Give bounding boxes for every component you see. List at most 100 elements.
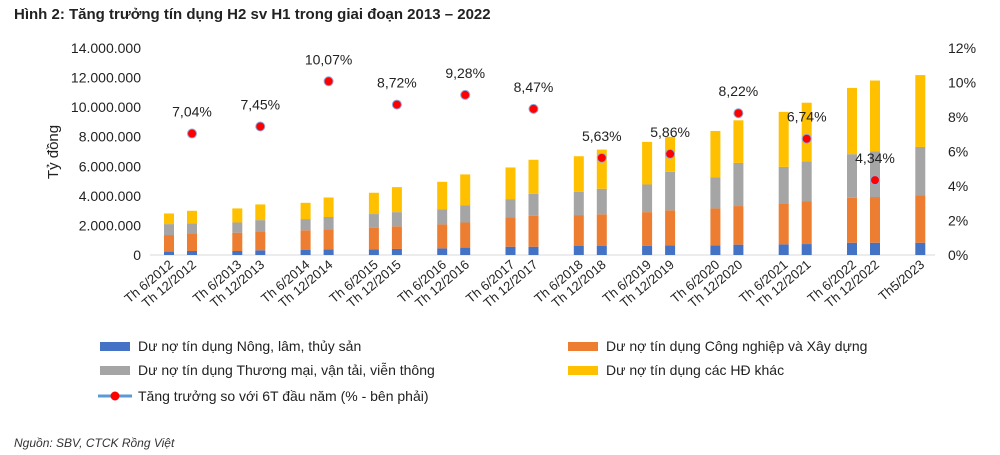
bar-segment-3 (187, 223, 197, 235)
bar-segment-1 (391, 248, 402, 255)
bar-segment-3 (164, 224, 174, 236)
bar-segment-1 (232, 251, 243, 255)
bar-segment-1 (187, 251, 197, 255)
y-tick-label: 10.000.000 (71, 99, 141, 115)
bar-segment-2 (528, 215, 539, 247)
y2-tick-label: 8% (948, 109, 968, 125)
bar-segment-4 (255, 204, 266, 221)
bar-segment-3 (642, 184, 653, 213)
growth-label: 8,47% (514, 79, 554, 95)
bar-segment-3 (733, 162, 744, 207)
bar-segment-2 (255, 231, 266, 251)
bar-segment-4 (368, 192, 379, 215)
bar-segment-3 (870, 151, 880, 198)
bar-segment-3 (573, 191, 584, 216)
bar-segment-4 (391, 187, 402, 213)
y-tick-label: 14.000.000 (71, 40, 141, 56)
growth-point (460, 89, 471, 100)
bar-segment-4 (164, 213, 174, 225)
bar-segment-1 (323, 249, 334, 255)
bar-segment-4 (596, 149, 607, 189)
bar-segment-1 (778, 244, 789, 255)
growth-label: 7,04% (172, 104, 212, 120)
bar-segment-4 (187, 210, 197, 224)
bar-segment-2 (596, 214, 607, 246)
bar-segment-3 (255, 220, 266, 232)
bar-segment-3 (847, 154, 857, 198)
bar-segment-4 (915, 75, 926, 147)
bar-segment-4 (870, 80, 880, 152)
bar-segment-2 (232, 232, 243, 252)
growth-point (801, 133, 812, 144)
y-tick-label: 8.000.000 (79, 129, 141, 145)
bar-segment-4 (573, 156, 584, 192)
bar-segment-4 (505, 167, 516, 200)
growth-point (323, 76, 334, 87)
bar-segment-3 (300, 219, 311, 231)
bar-segment-4 (733, 120, 744, 163)
bar-segment-1 (368, 249, 379, 255)
legend-swatch (568, 342, 598, 351)
growth-point (665, 148, 676, 159)
bar-segment-3 (323, 217, 334, 230)
bar-segment-3 (710, 177, 721, 209)
bar-segment-2 (801, 201, 812, 245)
y-tick-label: 6.000.000 (79, 158, 141, 174)
y2-tick-label: 4% (948, 178, 968, 194)
growth-label: 5,63% (582, 128, 622, 144)
legend-label: Dư nợ tín dụng Nông, lâm, thủy sản (138, 338, 361, 354)
bar-segment-3 (232, 222, 243, 233)
bar-segment-2 (870, 197, 880, 243)
bar-segment-1 (528, 246, 539, 255)
bar-segment-3 (528, 193, 539, 216)
bar-segment-2 (505, 217, 516, 247)
bar-segment-1 (460, 247, 471, 255)
bar-segment-2 (573, 215, 584, 246)
bar-segment-2 (187, 234, 197, 252)
growth-label: 6,74% (787, 109, 827, 125)
bar-segment-2 (733, 206, 744, 245)
bar-segment-1 (437, 248, 448, 255)
legend-label: Dư nợ tín dụng các HĐ khác (606, 362, 784, 378)
bar-segment-2 (642, 212, 653, 246)
bar-segment-2 (460, 222, 471, 248)
bar-segment-1 (642, 245, 653, 255)
bar-segment-2 (847, 197, 857, 243)
growth-point (187, 128, 197, 139)
bar-segment-2 (368, 227, 379, 250)
growth-label: 8,22% (719, 83, 759, 99)
bar-segment-2 (391, 226, 402, 249)
bar-segment-1 (915, 242, 926, 255)
bar-segment-4 (232, 208, 243, 223)
bar-segment-4 (528, 159, 539, 194)
growth-label: 5,86% (650, 124, 690, 140)
growth-point (733, 108, 744, 119)
bar-segment-4 (642, 141, 653, 185)
legend-label: Tăng trưởng so với 6T đầu năm (% - bên p… (138, 388, 429, 404)
x-tick-label: Th5/2023 (876, 257, 928, 304)
bar-segment-4 (300, 202, 311, 220)
y-axis-label: Tỷ đồng (45, 125, 62, 179)
bar-segment-1 (870, 242, 880, 255)
bar-segment-1 (801, 244, 812, 255)
bar-segment-3 (368, 214, 379, 228)
growth-point (870, 175, 880, 186)
bar-segment-4 (847, 87, 857, 155)
bar-segment-4 (778, 111, 789, 167)
bar-segment-3 (505, 199, 516, 218)
bar-segment-1 (505, 246, 516, 255)
bar-segment-1 (596, 245, 607, 255)
legend-label: Dư nợ tín dụng Thương mại, vận tải, viễn… (138, 362, 435, 378)
legend-swatch (100, 342, 130, 351)
legend-marker (110, 391, 120, 401)
bar-segment-1 (847, 242, 857, 255)
bar-segment-1 (665, 245, 676, 255)
bar-segment-2 (665, 210, 676, 246)
y-tick-label: 4.000.000 (79, 188, 141, 204)
bar-segment-2 (915, 195, 926, 243)
growth-label: 8,72% (377, 75, 417, 91)
bar-segment-1 (164, 251, 174, 255)
bar-segment-4 (710, 130, 721, 178)
bar-segment-1 (733, 244, 744, 255)
